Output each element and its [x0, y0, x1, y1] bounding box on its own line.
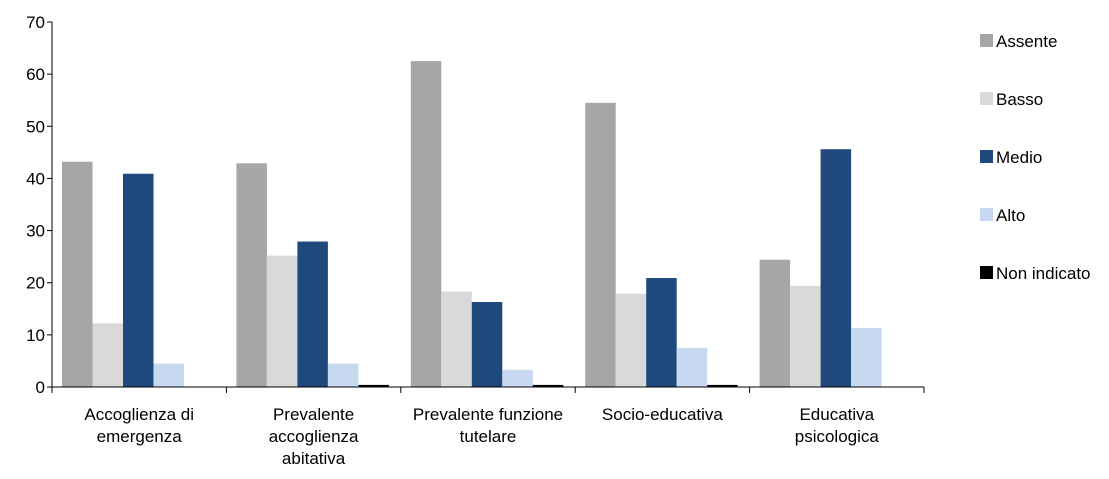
legend-label-non-indicato: Non indicato	[996, 264, 1091, 283]
legend-label-medio: Medio	[996, 148, 1042, 167]
legend-swatch-assente	[980, 34, 993, 47]
legend-swatch-non-indicato	[980, 266, 993, 279]
bar-non-indicato-2	[532, 384, 564, 387]
bar-basso-2	[441, 291, 472, 387]
bar-medio-3	[646, 278, 677, 387]
bar-assente-0	[62, 161, 93, 387]
x-category-label: Prevalente accoglienza abitativa	[269, 405, 359, 468]
bar-basso-1	[266, 255, 298, 387]
bar-basso-3	[615, 293, 647, 387]
bar-assente-4	[759, 259, 791, 387]
y-tick-label: 10	[26, 326, 45, 345]
bar-alto-3	[676, 347, 708, 387]
bar-assente-1	[236, 163, 267, 387]
legend-swatch-medio	[980, 150, 993, 163]
bar-alto-0	[153, 363, 184, 387]
bar-basso-0	[92, 323, 123, 387]
bar-assente-2	[410, 61, 442, 388]
legend: Assente Basso Medio Alto Non indicato	[980, 32, 1091, 283]
legend-label-alto: Alto	[996, 206, 1025, 225]
x-category-label: Socio-educativa	[602, 405, 724, 424]
bar-medio-2	[471, 302, 503, 387]
legend-label-basso: Basso	[996, 90, 1043, 109]
bar-basso-4	[790, 285, 821, 387]
legend-swatch-basso	[980, 92, 993, 105]
bar-non-indicato-1	[358, 384, 389, 387]
x-category-label: Accoglienza di emergenza	[84, 405, 194, 446]
bar-medio-1	[297, 241, 328, 387]
plot-area: 0 10 20 30 40 50 60 70 Accoglienza di emergenza Pr…	[26, 13, 925, 468]
legend-label-assente: Assente	[996, 32, 1057, 51]
y-tick-label: 70	[26, 13, 45, 32]
y-tick-label: 60	[26, 65, 45, 84]
bar-non-indicato-3	[707, 384, 738, 387]
y-tick-label: 40	[26, 169, 45, 188]
y-tick-label: 50	[26, 117, 45, 136]
y-tick-label: 30	[26, 222, 45, 241]
bar-medio-0	[123, 173, 154, 387]
bar-alto-4	[851, 328, 882, 387]
bar-medio-4	[820, 149, 852, 387]
bar-alto-2	[502, 369, 533, 387]
x-category-label: Educativa psicologica	[795, 405, 880, 446]
legend-swatch-alto	[980, 208, 993, 221]
bar-assente-3	[585, 102, 616, 387]
x-category-label: Prevalente funzione tutelare	[413, 405, 563, 446]
bar-alto-1	[327, 363, 359, 387]
y-tick-label: 20	[26, 274, 45, 293]
y-tick-label: 0	[36, 378, 45, 397]
